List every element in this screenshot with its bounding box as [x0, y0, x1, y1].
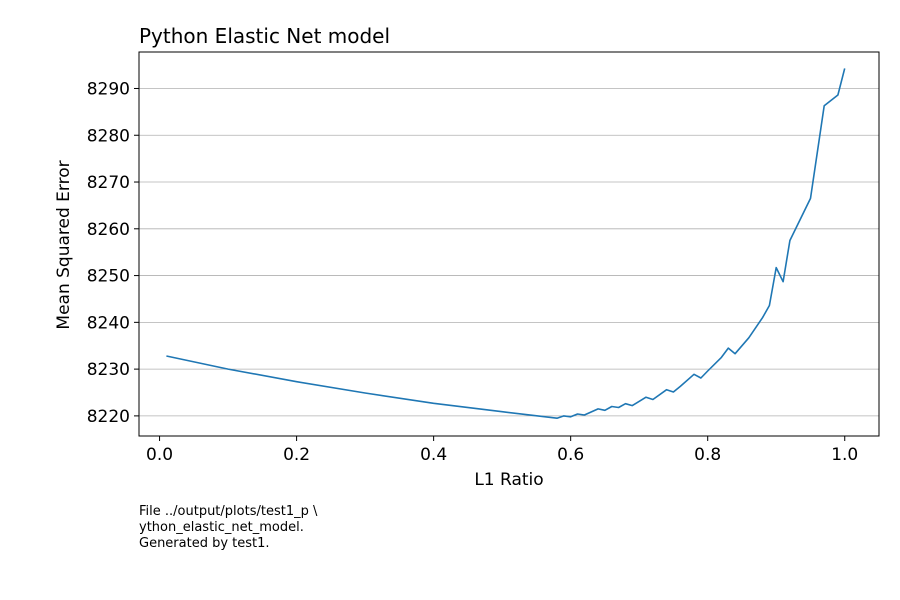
y-axis-ticks: 8220 8230 8240 8250 8260 8270 8280 8290 [87, 79, 139, 427]
caption-line: File ../output/plots/test1_p \ [139, 504, 318, 519]
x-tick-label: 0.8 [694, 445, 721, 465]
y-tick-label: 8280 [87, 126, 130, 146]
y-tick-label: 8260 [87, 220, 130, 240]
y-tick-label: 8270 [87, 173, 130, 193]
caption-line: Generated by test1. [139, 536, 270, 551]
plot-frame [138, 51, 880, 437]
x-tick-label: 0.0 [146, 445, 173, 465]
grid-lines [139, 88, 879, 417]
figure-caption: File ../output/plots/test1_p \ ython_elas… [139, 504, 317, 552]
x-axis-label: L1 Ratio [474, 470, 543, 490]
series-line [166, 68, 846, 420]
chart-title: Python Elastic Net model [139, 24, 390, 48]
x-axis-ticks: 0.0 0.2 0.4 0.6 0.8 1.0 [146, 436, 858, 465]
x-tick-label: 0.6 [557, 445, 584, 465]
x-tick-label: 0.4 [420, 445, 447, 465]
series-lines [166, 68, 846, 420]
y-tick-label: 8240 [87, 313, 130, 333]
x-tick-label: 0.2 [283, 445, 310, 465]
y-tick-label: 8250 [87, 267, 130, 287]
caption-line: ython_elastic_net_model. [139, 520, 304, 535]
y-tick-label: 8290 [87, 79, 130, 99]
x-tick-label: 1.0 [831, 445, 858, 465]
y-tick-label: 8220 [87, 407, 130, 427]
y-tick-label: 8230 [87, 360, 130, 380]
y-axis-label: Mean Squared Error [54, 160, 74, 329]
